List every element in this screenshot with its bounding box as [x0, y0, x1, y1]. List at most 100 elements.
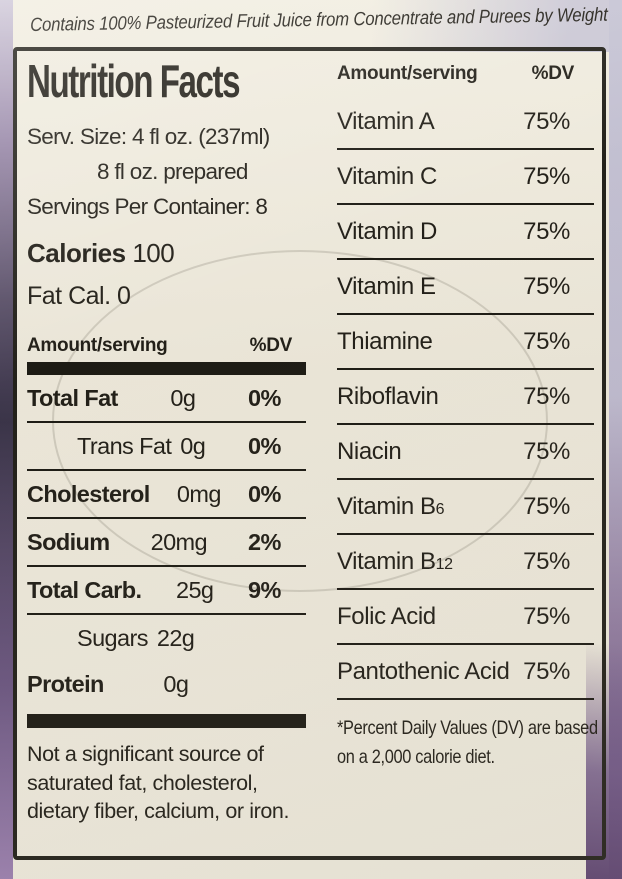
row-divider [27, 565, 306, 568]
calories-row: Calories 100 [27, 238, 306, 269]
column-header-amount: Amount/serving [27, 335, 168, 357]
nutrient-row: Trans Fat 0g 0% [27, 423, 306, 469]
footnote-line: *Percent Daily Values (DV) are based [337, 717, 598, 739]
column-header-dv: %DV [531, 63, 575, 84]
row-divider [27, 421, 306, 424]
row-divider [27, 517, 306, 520]
vitamin-row: Niacin 75% [337, 425, 594, 478]
nutrient-dv: 0% [248, 481, 281, 508]
row-divider [337, 533, 594, 535]
left-rows: Total Fat 0g 0% Trans Fat 0g 0% Cholesterol 0mg… [27, 375, 306, 707]
label-border-box [13, 47, 606, 860]
vitamin-row: Pantothenic Acid 75% [337, 645, 594, 698]
vitamin-dv: 75% [523, 163, 570, 190]
vitamin-dv: 75% [523, 493, 570, 520]
fat-calories-value: 0 [116, 282, 131, 311]
vitamin-name: Vitamin E [337, 273, 436, 300]
vitamin-dv: 75% [523, 328, 570, 355]
vitamin-row: Vitamin E 75% [337, 260, 594, 313]
vitamin-dv: 75% [523, 658, 570, 685]
nutrient-amount: 0mg [176, 481, 222, 508]
nutrient-row: Total Fat 0g 0% [27, 375, 306, 421]
vitamin-row: Thiamine 75% [337, 315, 594, 368]
nutrient-amount: 0g [180, 433, 206, 460]
vitamin-name: Vitamin D [337, 218, 437, 245]
row-divider [337, 258, 594, 260]
note-line: Not a significant source of [27, 742, 264, 767]
row-divider [337, 643, 594, 645]
panel-title: Nutrition Facts [27, 55, 241, 107]
vitamin-row: Vitamin B6 75% [337, 480, 594, 533]
vitamin-name: Vitamin C [337, 163, 437, 190]
nutrient-row: Total Carb. 25g 9% [27, 567, 306, 613]
vitamin-dv: 75% [523, 548, 570, 575]
column-header-amount: Amount/serving [337, 63, 478, 84]
nutrient-dv: 0% [248, 433, 281, 460]
nutrient-amount: 20mg [150, 529, 208, 556]
vitamin-row: Vitamin C 75% [337, 150, 594, 203]
serving-size-line-2: 8 fl oz. prepared [97, 159, 248, 185]
vitamin-name-subscript: 12 [435, 556, 453, 573]
row-divider [337, 368, 594, 370]
vitamin-row: Riboflavin 75% [337, 370, 594, 423]
nutrient-name: Protein [27, 671, 104, 698]
right-table-header: Amount/serving %DV [337, 63, 594, 85]
nutrient-name: Cholesterol [27, 481, 150, 508]
thick-divider-bar [27, 714, 306, 729]
nutrient-amount: 0g [170, 385, 196, 412]
vitamin-dv: 75% [523, 108, 570, 135]
vitamin-row: Folic Acid 75% [337, 590, 594, 643]
vitamin-dv: 75% [523, 383, 570, 410]
vitamin-name-subscript: 6 [435, 501, 445, 518]
thick-divider-bar [27, 362, 306, 376]
nutrition-facts-panel: Nutrition Facts Serv. Size: 4 fl oz. (23… [27, 57, 306, 826]
package-background-top-right [372, 0, 622, 52]
row-divider [337, 478, 594, 480]
row-divider [337, 698, 594, 700]
vitamin-name: Folic Acid [337, 603, 436, 630]
vitamin-name: Vitamin A [337, 108, 435, 135]
vitamin-name: Vitamin B6 [337, 493, 445, 520]
row-divider [337, 313, 594, 315]
servings-per-container: Servings Per Container: 8 [27, 194, 268, 220]
vitamin-row: Vitamin B12 75% [337, 535, 594, 588]
footnote-line: on a 2,000 calorie diet. [337, 746, 495, 769]
nutrient-dv: 9% [248, 577, 281, 604]
nutrient-row: Sugars 22g [27, 615, 306, 661]
vitamin-dv: 75% [523, 438, 570, 465]
daily-values-footnote: *Percent Daily Values (DV) are based on … [337, 714, 598, 773]
nutrient-name: Sugars [77, 625, 148, 652]
calories-label: Calories [27, 238, 126, 269]
vitamins-panel: Amount/serving %DV Vitamin A 75% Vitamin C… [337, 63, 598, 773]
fat-calories-row: Fat Cal. 0 [27, 282, 306, 311]
row-divider [27, 613, 306, 616]
nutrient-dv: 0% [248, 385, 281, 412]
row-divider [337, 423, 594, 425]
vitamin-name: Pantothenic Acid [337, 658, 510, 685]
calories-value: 100 [132, 238, 175, 269]
vitamin-name: Thiamine [337, 328, 433, 355]
row-divider [337, 588, 594, 590]
right-rows: Vitamin A 75% Vitamin C 75% Vitamin D 75% Vita… [337, 95, 594, 700]
nutrient-row: Protein 0g [27, 661, 306, 707]
nutrient-name: Total Carb. [27, 577, 142, 604]
nutrient-amount: 0g [163, 671, 189, 698]
row-divider [27, 469, 306, 472]
row-divider [337, 148, 594, 150]
vitamin-dv: 75% [523, 218, 570, 245]
fat-calories-label: Fat Cal. [27, 282, 111, 311]
vitamin-row: Vitamin D 75% [337, 205, 594, 258]
nutrient-row: Cholesterol 0mg 0% [27, 471, 306, 517]
nutrient-amount: 25g [175, 577, 214, 604]
vitamin-name: Riboflavin [337, 383, 439, 410]
nutrient-amount: 22g [156, 625, 195, 652]
nutrient-dv: 2% [248, 529, 281, 556]
serving-size-line-1: Serv. Size: 4 fl oz. (237ml) [27, 124, 270, 149]
vitamin-row: Vitamin A 75% [337, 95, 594, 148]
row-divider [337, 203, 594, 205]
column-header-dv: %DV [249, 335, 293, 357]
note-line: dietary fiber, calcium, or iron. [27, 799, 290, 824]
nutrient-name: Trans Fat [77, 433, 172, 460]
package-background-left-strip [0, 0, 13, 879]
